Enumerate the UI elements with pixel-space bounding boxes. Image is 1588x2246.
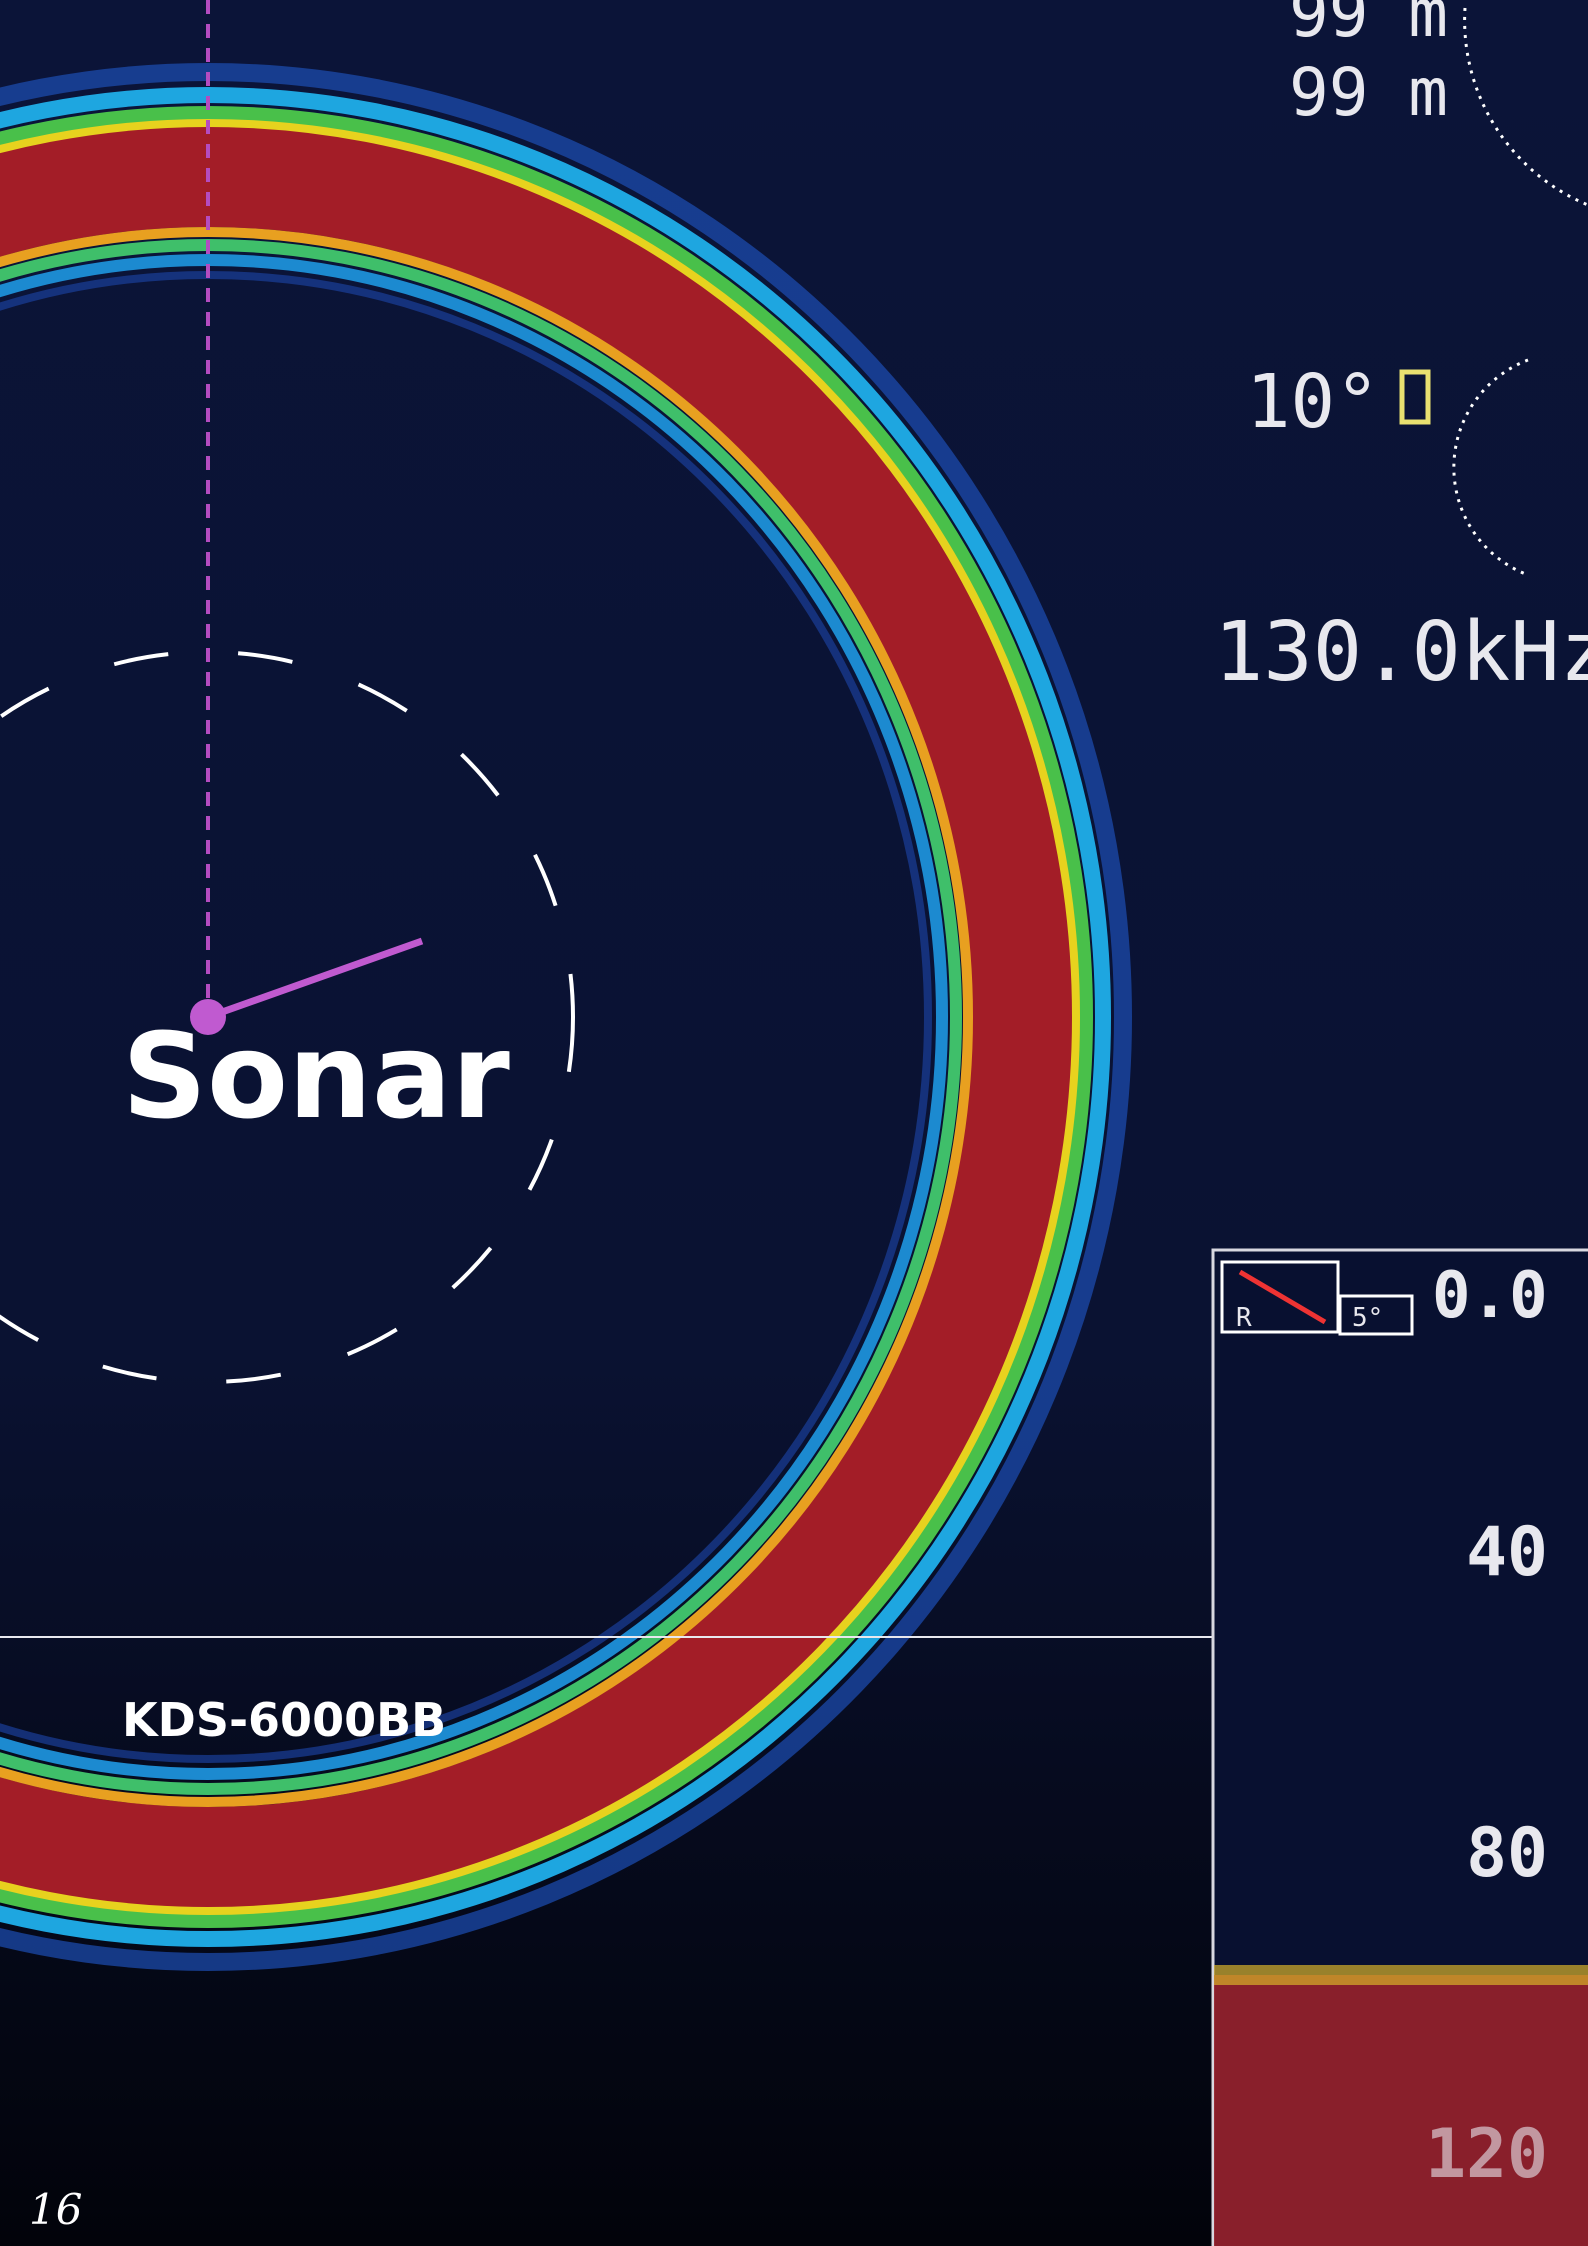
indicator-box [1220, 1260, 1340, 1334]
depth-top: 0.0 [1432, 1259, 1548, 1333]
tilt-readout: 10° [1246, 359, 1380, 445]
mode-icon [1399, 369, 1431, 425]
range-label: 99 m [1289, 54, 1448, 131]
tilt-arc [1452, 358, 1529, 577]
tilt-box [1338, 1294, 1414, 1336]
echo-band [0, 254, 948, 1780]
range-ring [0, 650, 575, 1384]
echo-band [0, 106, 1093, 1928]
tilt-line [206, 937, 424, 1021]
depth-scale-label: 40 [1466, 1513, 1548, 1592]
box-letter: R [1236, 1303, 1252, 1333]
echo-band [0, 87, 1111, 1947]
sounder-panel: R 5° 0.0 40 80 120 [1211, 1248, 1588, 2246]
tilt-box-label: 5° [1352, 1303, 1383, 1333]
page-number: 16 [29, 2185, 82, 2234]
screen-readouts: 99 m 99 m 10° 130.0kHz 1 [1214, 0, 1588, 700]
range-label: 99 m [1289, 0, 1448, 52]
depth-scale-label: 80 [1466, 1814, 1548, 1893]
echo-band [0, 227, 973, 1807]
ship-marker [190, 999, 226, 1035]
indicator-line [1238, 1269, 1327, 1325]
model-name: KDS-6000BB [122, 1693, 446, 1747]
section-title: Sonar [122, 1007, 510, 1145]
frequency-readout: 130.0kHz 1 [1214, 605, 1588, 700]
seabed-echo [1214, 1975, 1588, 2246]
depth-scale-label: 120 [1425, 2115, 1548, 2194]
seabed-edge [1214, 1965, 1588, 1985]
